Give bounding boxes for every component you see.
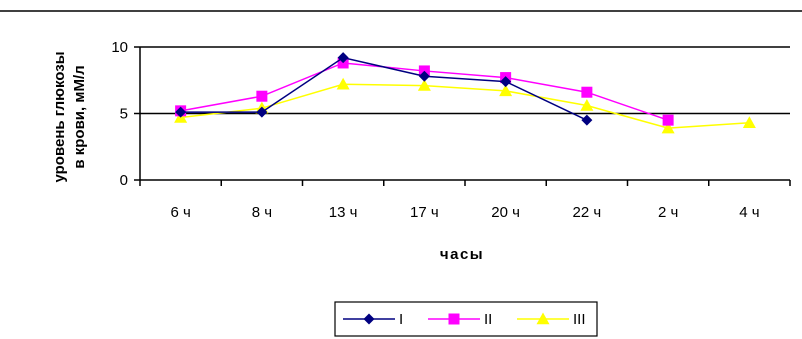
x-tick-label: 8 ч <box>252 204 272 221</box>
data-point <box>418 70 430 82</box>
x-axis-title: часы <box>440 246 484 263</box>
legend-label: III <box>573 311 586 328</box>
data-point <box>580 99 594 111</box>
x-tick-label: 4 ч <box>739 204 759 221</box>
x-tick-label: 17 ч <box>410 204 439 221</box>
y-tick-label: 10 <box>111 39 128 56</box>
y-axis-title-line1: уровень глюкозы <box>51 51 68 182</box>
legend-marker <box>536 312 550 325</box>
legend-label: I <box>399 311 403 328</box>
x-tick-label: 13 ч <box>329 204 358 221</box>
y-tick-label: 0 <box>120 172 128 189</box>
series-line <box>180 83 750 129</box>
legend-marker <box>363 313 375 325</box>
data-point <box>581 86 593 98</box>
series-line <box>180 56 588 121</box>
data-point <box>500 76 512 88</box>
data-point <box>499 84 513 97</box>
y-tick-label: 5 <box>120 106 128 123</box>
data-point <box>256 106 268 118</box>
legend-item-I: I <box>343 311 403 328</box>
series <box>174 52 756 134</box>
legend-item-III: III <box>517 311 586 328</box>
legend-label: II <box>484 311 492 328</box>
legend: I II III <box>334 301 598 337</box>
x-tick-label: 22 ч <box>573 204 602 221</box>
data-point <box>417 79 431 91</box>
y-ticks: 0 5 10 <box>111 39 140 189</box>
gridlines <box>140 46 790 115</box>
legend-marker <box>448 313 460 325</box>
data-point <box>662 114 674 126</box>
y-axis-title-line2: в крови, мМ/л <box>71 65 88 168</box>
x-ticks: 6 ч 8 ч 13 ч 17 ч 20 ч 22 ч 2 ч 4 ч <box>139 180 791 221</box>
data-point <box>175 106 187 118</box>
data-point <box>661 121 675 134</box>
data-point <box>742 116 756 129</box>
series-I <box>175 52 593 126</box>
data-point <box>336 77 350 90</box>
data-point <box>581 114 593 126</box>
data-point <box>256 90 268 102</box>
x-tick-label: 20 ч <box>491 204 520 221</box>
x-tick-label: 6 ч <box>170 204 190 221</box>
legend-item-II: II <box>428 311 492 328</box>
series-II <box>175 57 674 126</box>
x-tick-label: 2 ч <box>658 204 678 221</box>
data-point <box>337 52 349 64</box>
